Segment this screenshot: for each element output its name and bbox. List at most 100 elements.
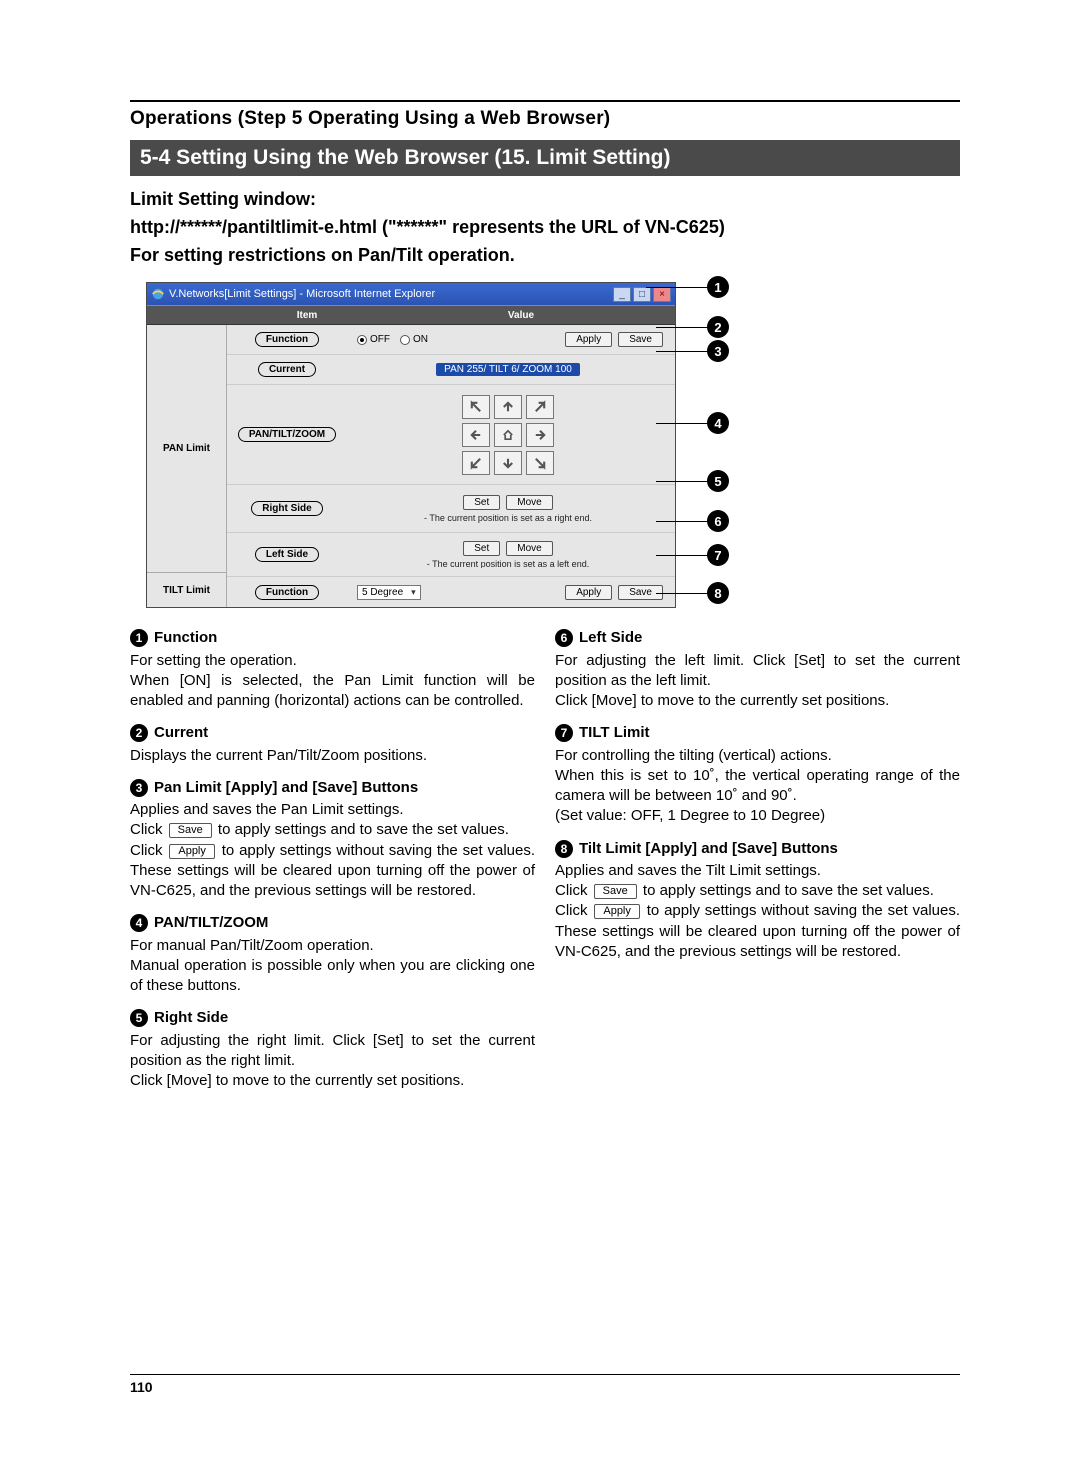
desc-col-left: 1 Function For setting the operation.When… [130,628,535,1103]
inline-apply-2: Apply [594,904,640,919]
left-move-button[interactable]: Move [506,541,552,556]
bullet-4: 4 [130,914,148,932]
pill-function: Function [255,332,319,347]
ptz-down-right[interactable] [526,451,554,475]
bullet-5: 5 [130,1009,148,1027]
intro-line-2: http://******/pantiltlimit-e.html ("****… [130,214,960,240]
radio-on-label: ON [413,334,428,345]
chevron-down-icon: ▾ [411,587,416,598]
close-button[interactable]: × [653,287,671,302]
radio-on[interactable]: ON [400,334,428,345]
right-caption: - The current position is set as a right… [424,513,592,523]
pill-ptz: PAN/TILT/ZOOM [238,427,336,442]
bullet-6: 6 [555,629,573,647]
page-footer: 110 [130,1374,960,1395]
bullet-8: 8 [555,840,573,858]
header-value: Value [367,310,675,321]
intro-line-3: For setting restrictions on Pan/Tilt ope… [130,242,960,268]
maximize-button[interactable]: □ [633,287,651,302]
pill-current: Current [258,362,316,377]
ptz-left[interactable] [462,423,490,447]
body-right-side: For adjusting the right limit. Click [Se… [130,1031,535,1092]
ptz-down[interactable] [494,451,522,475]
ptz-home[interactable] [494,423,522,447]
callout-4: 4 [707,412,729,434]
minimize-button[interactable]: _ [613,287,631,302]
intro-line-1: Limit Setting window: [130,186,960,212]
ie-icon [151,287,165,301]
pill-tilt-function: Function [255,585,319,600]
body-left-side: For adjusting the left limit. Click [Set… [555,651,960,712]
head-ptz: PAN/TILT/ZOOM [154,913,268,933]
body-tilt-buttons: Applies and saves the Tilt Limit setting… [555,861,960,962]
ptz-grid [462,395,554,475]
description-columns: 1 Function For setting the operation.When… [130,628,960,1103]
body-function: For setting the operation.When [ON] is s… [130,651,535,712]
head-tilt-limit: TILT Limit [579,723,650,743]
row-left-side: Left Side Set Move - The current positio… [227,533,675,577]
pan-save-button[interactable]: Save [618,332,663,347]
head-left-side: Left Side [579,628,642,648]
head-function: Function [154,628,217,648]
right-set-button[interactable]: Set [463,495,500,510]
body-current: Displays the current Pan/Tilt/Zoom posit… [130,746,535,766]
body-pan-buttons: Applies and saves the Pan Limit settings… [130,800,535,901]
callout-2: 2 [707,316,729,338]
pan-limit-label: PAN Limit [147,325,227,573]
tilt-save-button[interactable]: Save [618,585,663,600]
desc-col-right: 6 Left Side For adjusting the left limit.… [555,628,960,1103]
row-right-side: Right Side Set Move - The current positi… [227,485,675,533]
row-ptz: PAN/TILT/ZOOM [227,385,675,485]
current-status: PAN 255/ TILT 6/ ZOOM 100 [436,363,580,376]
ptz-up-right[interactable] [526,395,554,419]
ptz-right[interactable] [526,423,554,447]
left-category-column: PAN Limit TILT Limit [147,325,227,607]
bullet-1: 1 [130,629,148,647]
browser-window: V.Networks[Limit Settings] - Microsoft I… [146,282,676,608]
left-caption: - The current position is set as a left … [427,559,589,568]
body-tilt-limit: For controlling the tilting (vertical) a… [555,746,960,827]
top-rule [130,100,960,102]
tilt-degree-select[interactable]: 5 Degree ▾ [357,585,421,600]
screenshot-wrapper: V.Networks[Limit Settings] - Microsoft I… [146,282,676,608]
head-pan-buttons: Pan Limit [Apply] and [Save] Buttons [154,778,418,798]
callout-5: 5 [707,470,729,492]
callout-1: 1 [707,276,729,298]
tilt-apply-button[interactable]: Apply [565,585,612,600]
left-set-button[interactable]: Set [463,541,500,556]
head-current: Current [154,723,208,743]
page-number: 110 [130,1379,153,1395]
bullet-3: 3 [130,779,148,797]
row-function: Function OFF ON Apply Save [227,325,675,355]
pill-right-side: Right Side [251,501,322,516]
tilt-degree-value: 5 Degree [362,587,403,598]
inline-apply-1: Apply [169,844,215,859]
pan-apply-button[interactable]: Apply [565,332,612,347]
right-move-button[interactable]: Move [506,495,552,510]
radio-off-label: OFF [370,334,390,345]
ptz-up-left[interactable] [462,395,490,419]
inline-save-1: Save [169,823,212,838]
header-item: Item [247,310,367,321]
inline-save-2: Save [594,884,637,899]
ptz-up[interactable] [494,395,522,419]
section-heading: Operations (Step 5 Operating Using a Web… [130,108,960,130]
callout-3: 3 [707,340,729,362]
intro-block: Limit Setting window: http://******/pant… [130,186,960,268]
bullet-2: 2 [130,724,148,742]
page-banner: 5-4 Setting Using the Web Browser (15. L… [130,140,960,176]
window-titlebar: V.Networks[Limit Settings] - Microsoft I… [147,283,675,305]
head-right-side: Right Side [154,1008,228,1028]
body-ptz: For manual Pan/Tilt/Zoom operation.Manua… [130,936,535,997]
window-title: V.Networks[Limit Settings] - Microsoft I… [169,288,613,300]
radio-off[interactable]: OFF [357,334,390,345]
bullet-7: 7 [555,724,573,742]
callout-8: 8 [707,582,729,604]
table-header: Item Value [147,305,675,325]
ptz-down-left[interactable] [462,451,490,475]
tilt-limit-label: TILT Limit [147,573,227,607]
callout-7: 7 [707,544,729,566]
row-tilt-function: Function 5 Degree ▾ Apply Save [227,577,675,607]
callout-6: 6 [707,510,729,532]
row-current: Current PAN 255/ TILT 6/ ZOOM 100 [227,355,675,385]
